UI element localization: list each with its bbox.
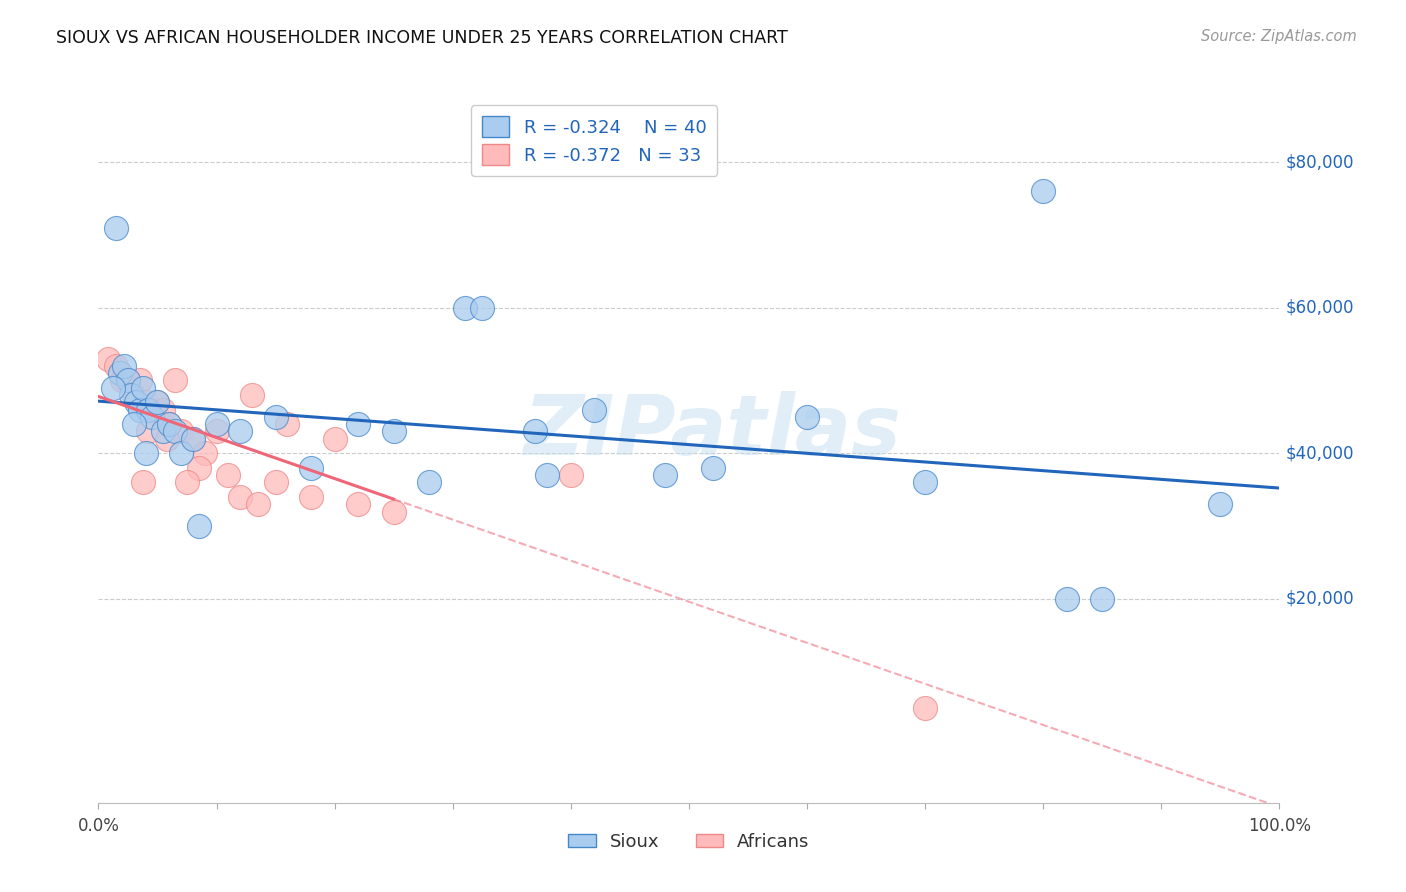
Point — [471, 301, 494, 315]
Point — [205, 417, 228, 432]
Point — [217, 468, 239, 483]
Point — [299, 490, 322, 504]
Point — [132, 381, 155, 395]
Point — [125, 395, 148, 409]
Point — [111, 374, 134, 388]
Point — [157, 417, 180, 432]
Point — [1091, 591, 1114, 606]
Point — [122, 417, 145, 432]
Text: SIOUX VS AFRICAN HOUSEHOLDER INCOME UNDER 25 YEARS CORRELATION CHART: SIOUX VS AFRICAN HOUSEHOLDER INCOME UNDE… — [56, 29, 787, 47]
Point — [117, 374, 139, 388]
Point — [170, 446, 193, 460]
Point — [112, 359, 135, 373]
Point — [135, 395, 157, 409]
Point — [108, 366, 131, 380]
Point — [702, 460, 724, 475]
Point — [152, 402, 174, 417]
Point — [105, 359, 128, 373]
Point — [796, 409, 818, 424]
Text: ZIPatlas: ZIPatlas — [523, 391, 901, 472]
Point — [229, 490, 252, 504]
Point — [276, 417, 298, 432]
Point — [141, 409, 163, 424]
Point — [264, 409, 287, 424]
Point — [914, 475, 936, 490]
Point — [246, 497, 269, 511]
Point — [135, 446, 157, 460]
Point — [128, 402, 150, 417]
Point — [105, 220, 128, 235]
Point — [97, 351, 120, 366]
Point — [121, 388, 143, 402]
Point — [347, 497, 370, 511]
Point — [583, 402, 606, 417]
Point — [323, 432, 346, 446]
Point — [141, 402, 163, 417]
Text: $80,000: $80,000 — [1285, 153, 1354, 171]
Point — [181, 432, 204, 446]
Text: $40,000: $40,000 — [1285, 444, 1354, 462]
Point — [187, 519, 209, 533]
Point — [187, 460, 209, 475]
Point — [299, 460, 322, 475]
Point — [536, 468, 558, 483]
Point — [176, 475, 198, 490]
Point — [136, 402, 159, 417]
Point — [146, 395, 169, 409]
Text: Source: ZipAtlas.com: Source: ZipAtlas.com — [1201, 29, 1357, 45]
Point — [170, 425, 193, 439]
Point — [181, 432, 204, 446]
Point — [156, 432, 179, 446]
Point — [229, 425, 252, 439]
Point — [1056, 591, 1078, 606]
Point — [382, 425, 405, 439]
Point — [382, 504, 405, 518]
Point — [165, 425, 187, 439]
Point — [524, 425, 547, 439]
Point — [347, 417, 370, 432]
Text: 100.0%: 100.0% — [1249, 817, 1310, 836]
Point — [101, 381, 124, 395]
Point — [205, 425, 228, 439]
Point — [654, 468, 676, 483]
Point — [122, 388, 145, 402]
Point — [165, 374, 187, 388]
Point — [157, 417, 180, 432]
Point — [194, 446, 217, 460]
Point — [136, 425, 159, 439]
Legend: Sioux, Africans: Sioux, Africans — [561, 826, 817, 858]
Text: $20,000: $20,000 — [1285, 590, 1354, 608]
Point — [152, 425, 174, 439]
Point — [560, 468, 582, 483]
Point — [914, 701, 936, 715]
Point — [418, 475, 440, 490]
Point — [1209, 497, 1232, 511]
Point — [1032, 184, 1054, 198]
Point — [128, 374, 150, 388]
Point — [240, 388, 263, 402]
Point — [146, 395, 169, 409]
Text: $60,000: $60,000 — [1285, 299, 1354, 317]
Point — [117, 374, 139, 388]
Point — [453, 301, 475, 315]
Point — [264, 475, 287, 490]
Point — [132, 475, 155, 490]
Text: 0.0%: 0.0% — [77, 817, 120, 836]
